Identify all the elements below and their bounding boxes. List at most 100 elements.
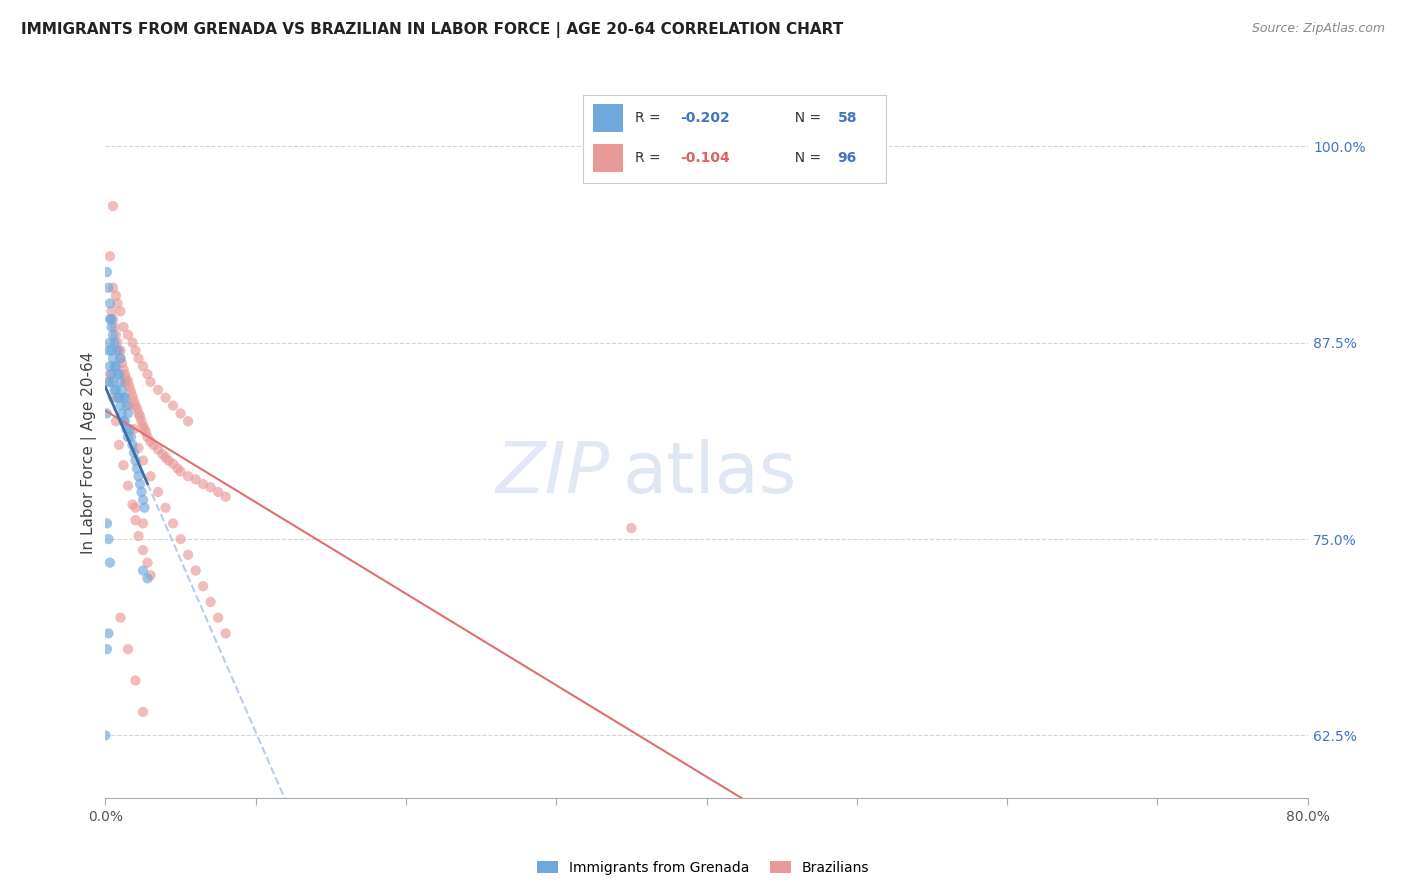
Point [103, 383, 125, 397]
Point [136, 430, 159, 444]
Point [107, 391, 129, 405]
Point [117, 478, 139, 492]
Point [104, 414, 127, 428]
Point [98, 335, 121, 350]
Point [135, 425, 157, 440]
Point [112, 391, 135, 405]
Point [104, 383, 127, 397]
Point [155, 450, 177, 465]
Point [107, 335, 129, 350]
Point [103, 335, 125, 350]
Point [124, 673, 146, 688]
Point [128, 351, 150, 366]
Point [100, 312, 122, 326]
Point [118, 380, 141, 394]
Point [114, 391, 136, 405]
Point [162, 516, 184, 531]
Text: -0.104: -0.104 [681, 152, 730, 165]
Point [110, 610, 132, 624]
Point [94, 729, 117, 743]
Point [139, 434, 162, 449]
Point [120, 430, 142, 444]
Legend: Immigrants from Grenada, Brazilians: Immigrants from Grenada, Brazilians [531, 855, 875, 880]
Text: -0.202: -0.202 [681, 112, 730, 125]
Point [117, 406, 139, 420]
Text: 96: 96 [838, 152, 856, 165]
Point [107, 343, 129, 358]
Point [122, 445, 145, 459]
Point [132, 516, 155, 531]
Point [122, 422, 145, 436]
Point [98, 249, 121, 263]
Point [155, 500, 177, 515]
Point [128, 406, 150, 420]
Text: 58: 58 [838, 112, 856, 125]
Point [96, 516, 118, 531]
Point [166, 461, 188, 475]
Point [107, 367, 129, 381]
Point [110, 351, 132, 366]
Bar [592, 145, 623, 172]
Point [96, 642, 118, 657]
Point [117, 642, 139, 657]
Point [139, 568, 162, 582]
Point [128, 529, 150, 543]
Point [131, 414, 153, 428]
Text: R =: R = [636, 152, 665, 165]
Point [97, 626, 120, 640]
Point [103, 359, 125, 374]
Point [132, 705, 155, 719]
Point [136, 571, 159, 585]
Point [115, 372, 138, 386]
Point [111, 356, 134, 370]
Point [96, 406, 118, 420]
Point [115, 422, 138, 436]
Point [184, 472, 207, 486]
Point [177, 414, 200, 428]
Text: N =: N = [786, 112, 825, 125]
Point [101, 327, 124, 342]
Text: Source: ZipAtlas.com: Source: ZipAtlas.com [1251, 22, 1385, 36]
Point [110, 399, 132, 413]
Point [98, 367, 121, 381]
Point [100, 304, 122, 318]
Point [132, 564, 155, 578]
Point [136, 556, 159, 570]
Point [162, 399, 184, 413]
Text: N =: N = [786, 152, 825, 165]
Point [104, 288, 127, 302]
Point [115, 399, 138, 413]
Point [146, 442, 169, 457]
Point [110, 375, 132, 389]
Point [214, 490, 236, 504]
Point [131, 485, 153, 500]
Point [124, 399, 146, 413]
Point [121, 498, 143, 512]
Point [184, 564, 207, 578]
Point [157, 453, 180, 467]
Point [191, 579, 214, 593]
Point [155, 391, 177, 405]
Point [128, 469, 150, 483]
Point [97, 532, 120, 546]
Point [108, 438, 131, 452]
Point [125, 401, 148, 416]
Point [132, 419, 155, 434]
Point [139, 375, 162, 389]
Point [146, 485, 169, 500]
Point [114, 367, 136, 381]
Point [110, 343, 132, 358]
Point [112, 320, 135, 334]
Point [200, 595, 222, 609]
Point [207, 610, 229, 624]
Point [103, 320, 125, 334]
Point [139, 469, 162, 483]
Point [169, 465, 191, 479]
Point [108, 367, 131, 381]
Point [191, 477, 214, 491]
Point [101, 312, 124, 326]
Point [121, 335, 143, 350]
Point [214, 626, 236, 640]
Text: atlas: atlas [623, 439, 797, 508]
Point [146, 383, 169, 397]
